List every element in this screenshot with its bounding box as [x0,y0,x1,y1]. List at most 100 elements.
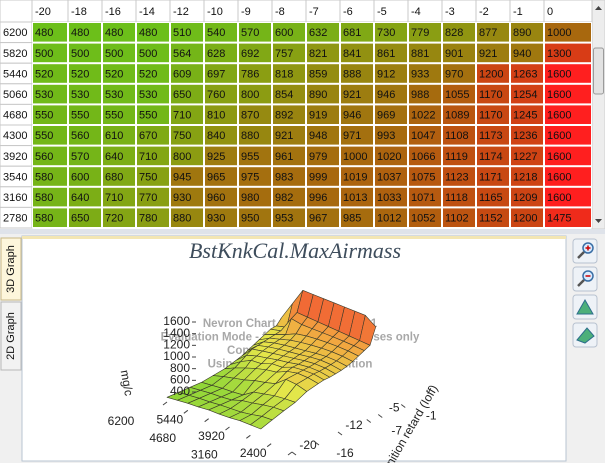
tab-label[interactable]: 2D Graph [5,312,17,360]
ign-tick-label: -7 [391,424,402,438]
cell-value: 985 [343,213,361,225]
cell-value: 1300 [547,48,571,60]
icon [577,279,585,287]
cell-value: 841 [343,48,361,60]
tab-2d[interactable] [0,301,22,371]
cell-value: 854 [275,89,293,101]
tab-label[interactable]: 3D Graph [5,245,17,293]
cell-value: 1200 [479,68,503,80]
cell [238,166,272,187]
cell [102,186,136,208]
tab-3d[interactable] [0,237,22,301]
cell-value: 1119 [445,151,468,163]
cell-value: 1012 [377,213,401,225]
cell [510,186,544,208]
cell [374,166,408,187]
cell [272,22,306,43]
cell-value: 750 [139,171,157,183]
cell [510,63,544,84]
rpm-tick [183,409,189,414]
row-header: 5820 [3,48,27,60]
cell [136,145,170,167]
cell [306,207,340,228]
icon [585,245,591,251]
rpm-tick [225,426,230,431]
cell [544,63,592,84]
cell-value: 681 [343,27,361,39]
cell-value: 710 [105,192,123,204]
scroll-thumb[interactable] [593,47,604,95]
cell [306,63,340,84]
cell [408,145,442,167]
cell [32,186,68,208]
cell [272,186,306,208]
cell [476,63,510,84]
cell-value: 818 [275,68,293,80]
ign-tick [400,404,406,408]
cell [170,104,204,126]
splitter[interactable] [0,229,605,234]
cell [68,63,102,84]
cell-value: 550 [71,110,89,122]
cell [476,207,510,228]
cell [102,104,136,126]
cell-value: 1200 [513,213,537,225]
cell [408,63,442,84]
cell [68,83,102,105]
cell-value: 948 [309,130,327,142]
cell [510,22,544,43]
cell-value: 580 [35,171,53,183]
cell-value: 640 [71,192,89,204]
ign-tick-label: -20 [299,438,317,452]
cell-value: 890 [513,27,531,39]
z-tick-label: 600 [170,373,190,387]
cell [272,42,306,64]
ign-tick [291,451,297,456]
cell-value: 1227 [513,151,537,163]
cell-value: 530 [139,89,157,101]
cell-value: 946 [377,89,395,101]
cell-value: 921 [343,89,361,101]
cell-value: 692 [241,48,259,60]
cell-value: 921 [275,130,293,142]
cell [32,83,68,105]
scroll-down[interactable] [595,219,602,223]
cell [476,42,510,64]
cell-value: 800 [241,89,259,101]
cell [204,83,238,105]
cell-value: 1170 [479,110,503,122]
scrollbar[interactable] [591,0,605,230]
cell-value: 520 [71,68,89,80]
cell [340,125,374,146]
cell-value: 870 [241,110,259,122]
cell [442,125,476,146]
cell [68,166,102,187]
cell-value: 1600 [547,171,571,183]
cell [204,22,238,43]
cell-value: 859 [309,68,327,80]
cell [510,42,544,64]
cell-value: 912 [377,68,395,80]
row-header: 3920 [3,151,27,163]
cell [170,207,204,228]
cell [476,186,510,208]
cell-value: 500 [35,48,53,60]
column-header: -2 [479,6,489,18]
cell-value: 946 [343,110,361,122]
cell-value: 564 [173,48,191,60]
cell [340,207,374,228]
column-header: -8 [275,6,285,18]
cell-value: 550 [139,110,157,122]
cell-value: 975 [241,171,259,183]
cell [272,166,306,187]
cell [510,125,544,146]
rpm-tick-label: 3160 [191,448,218,462]
cell-value: 800 [173,151,191,163]
cell [68,145,102,167]
scroll-up[interactable] [595,6,602,10]
cell-value: 921 [479,48,497,60]
cell-value: 580 [35,213,53,225]
cell [340,63,374,84]
rpm-tick-label: 4680 [149,431,176,445]
cell [136,22,170,43]
